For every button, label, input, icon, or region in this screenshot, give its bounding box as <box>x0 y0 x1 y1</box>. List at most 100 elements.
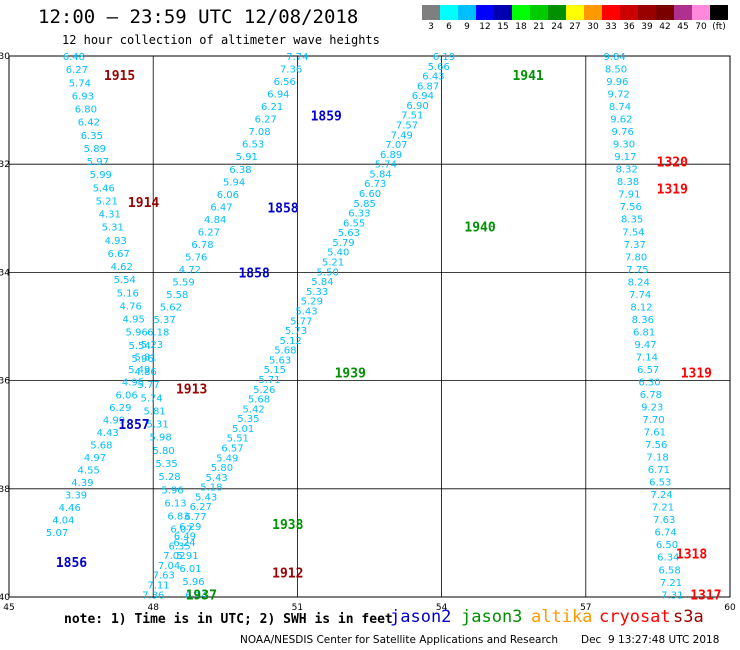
swh-value-label: 4.62 <box>111 262 133 273</box>
swh-value-label: 6.74 <box>654 528 676 539</box>
swh-value-label: 7.57 <box>396 121 418 132</box>
track-time-label: 1319 <box>681 366 712 381</box>
y-tick-label: -36 <box>0 377 10 387</box>
track-time-label: 1913 <box>176 383 207 398</box>
swh-value-label: 5.49 <box>128 365 150 376</box>
swh-value-label: 5.59 <box>172 278 194 289</box>
swh-value-label: 5.96 <box>182 577 204 588</box>
swh-value-label: 5.84 <box>311 277 333 288</box>
swh-value-label: 5.35 <box>237 414 259 425</box>
track-time-label: 1914 <box>128 196 159 211</box>
swh-value-label: 5.74 <box>69 78 91 89</box>
swh-value-label: 7.63 <box>653 515 675 526</box>
x-tick-label: 54 <box>436 603 448 613</box>
swh-value-label: 6.24 <box>173 538 195 549</box>
track-time-label: 1857 <box>118 418 149 433</box>
swh-value-label: 7.21 <box>652 503 674 514</box>
swh-value-label: 5.91 <box>176 551 198 562</box>
swh-value-label: 6.53 <box>242 140 264 151</box>
track-time-label: 1912 <box>272 567 303 582</box>
color-swatch <box>422 5 440 20</box>
swh-value-label: 6.50 <box>656 540 678 551</box>
swh-value-label: 9.17 <box>614 152 636 163</box>
swh-value-label: 7.63 <box>153 571 175 582</box>
swh-value-label: 7.56 <box>620 202 642 213</box>
swh-value-label: 6.57 <box>637 365 659 376</box>
swh-value-label: 6.38 <box>229 165 251 176</box>
swh-value-label: 7.24 <box>650 490 672 501</box>
swh-value-label: 5.07 <box>46 528 68 539</box>
swh-value-label: 4.99 <box>103 415 125 426</box>
swh-value-label: 4.46 <box>59 503 81 514</box>
swh-value-label: 6.30 <box>638 377 660 388</box>
swh-value-label: 7.91 <box>618 190 640 201</box>
color-scale-label: 12 <box>479 22 491 32</box>
color-swatch <box>674 5 692 20</box>
swh-value-label: 5.28 <box>158 472 180 483</box>
swh-value-label: 6.29 <box>109 403 131 414</box>
swh-value-label: 5.68 <box>274 346 296 357</box>
swh-value-label: 5.81 <box>143 406 165 417</box>
swh-value-label: 8.38 <box>617 177 639 188</box>
swh-value-label: 6.27 <box>198 227 220 238</box>
y-tick-label: -40 <box>0 593 10 603</box>
color-swatch <box>476 5 494 20</box>
swh-value-label: 5.18 <box>200 483 222 494</box>
swh-value-label: 5.96 <box>126 328 148 339</box>
swh-value-label: 6.57 <box>221 443 243 454</box>
swh-value-label: 5.81 <box>134 353 156 364</box>
x-tick-label: 60 <box>724 603 736 613</box>
chart-title: 12:00 – 23:59 UTC 12/08/2018 <box>38 6 359 28</box>
swh-value-label: 7.31 <box>661 590 683 601</box>
swh-value-label: 5.43 <box>206 473 228 484</box>
color-scale-label: 9 <box>464 22 470 32</box>
swh-value-label: 6.01 <box>179 564 201 575</box>
swh-value-label: 5.35 <box>155 459 177 470</box>
swh-value-label: 6.14 <box>185 590 207 601</box>
track-time-label: 1858 <box>238 266 269 281</box>
color-swatch <box>710 5 728 20</box>
color-swatch <box>620 5 638 20</box>
swh-value-label: 4.76 <box>120 301 142 312</box>
swh-value-label: 7.08 <box>248 127 270 138</box>
swh-value-label: 4.55 <box>78 465 100 476</box>
swh-value-label: 5.71 <box>258 375 280 386</box>
swh-value-label: 5.29 <box>301 297 323 308</box>
swh-value-label: 4.95 <box>123 315 145 326</box>
swh-value-label: 6.71 <box>648 465 670 476</box>
swh-value-label: 9.96 <box>606 77 628 88</box>
swh-value-label: 6.27 <box>190 502 212 513</box>
color-scale-label: 21 <box>533 22 545 32</box>
swh-value-label: 5.31 <box>146 420 168 431</box>
swh-value-label: 5.54 <box>114 275 136 286</box>
swh-value-label: 6.78 <box>640 390 662 401</box>
swh-value-label: 5.68 <box>248 395 270 406</box>
track-time-label: 1318 <box>676 548 707 563</box>
swh-value-label: 4.43 <box>97 428 119 439</box>
swh-value-label: 6.35 <box>169 541 191 552</box>
color-scale-label: 33 <box>605 22 617 32</box>
swh-value-label: 5.51 <box>227 434 249 445</box>
y-tick-label: -30 <box>0 52 10 62</box>
swh-value-label: 6.94 <box>267 90 289 101</box>
color-swatch <box>656 5 674 20</box>
swh-value-label: 5.73 <box>285 326 307 337</box>
swh-value-label: 7.54 <box>622 227 644 238</box>
swh-value-label: 7.37 <box>624 240 646 251</box>
swh-value-label: 8.24 <box>628 277 650 288</box>
track-time-label: 1859 <box>311 110 342 125</box>
swh-value-label: 6.67 <box>108 249 130 260</box>
swh-value-label: 6.06 <box>116 390 138 401</box>
swh-value-label: 8.74 <box>609 102 631 113</box>
swh-value-label: 6.73 <box>364 179 386 190</box>
color-scale-label: (ft) <box>712 22 726 32</box>
swh-value-label: 6.58 <box>659 565 681 576</box>
swh-value-label: 5.66 <box>428 62 450 73</box>
swh-value-label: 6.21 <box>261 102 283 113</box>
swh-value-label: 5.40 <box>327 248 349 259</box>
color-scale-label: 3 <box>428 22 434 32</box>
swh-value-label: 6.13 <box>164 498 186 509</box>
swh-value-label: 5.33 <box>306 287 328 298</box>
swh-value-label: 7.75 <box>626 265 648 276</box>
